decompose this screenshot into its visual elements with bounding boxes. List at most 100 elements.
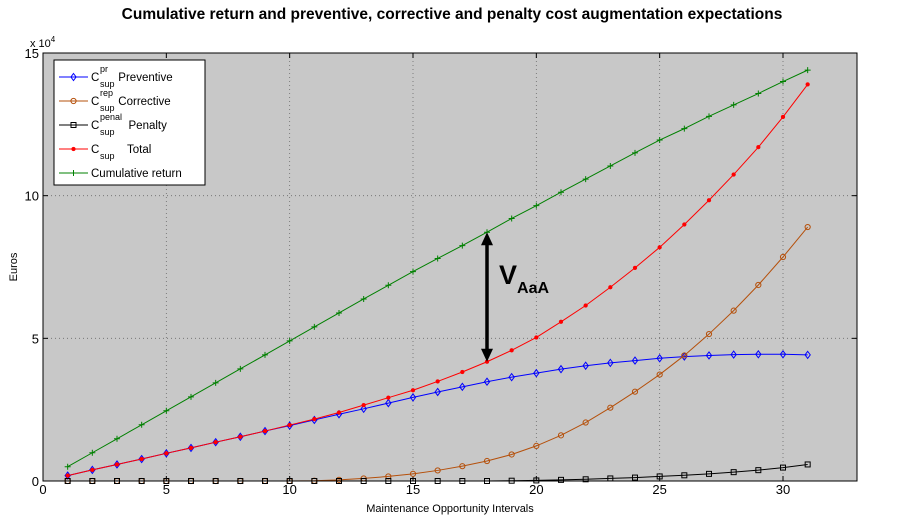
series-line-penalty	[67, 463, 808, 482]
data-point-total	[65, 473, 70, 478]
x-tick-label: 30	[776, 482, 790, 497]
legend-marker	[71, 146, 76, 152]
legend-label: Penalty	[129, 120, 168, 132]
data-point-cumulative-return	[632, 149, 638, 156]
legend-label: Total	[127, 144, 151, 156]
data-point-total	[780, 114, 786, 120]
legend-label: Corrective	[118, 96, 170, 108]
data-point-corrective	[681, 352, 688, 359]
data-point-corrective	[779, 253, 787, 261]
data-point-corrective	[434, 467, 441, 474]
data-point-preventive	[434, 387, 441, 397]
data-point-penalty	[360, 478, 367, 484]
data-point-total	[756, 145, 761, 150]
data-point-cumulative-return	[212, 379, 219, 386]
data-point-corrective	[533, 442, 540, 450]
data-point-total	[188, 445, 194, 451]
data-point-preventive	[607, 358, 614, 368]
data-point-total	[435, 379, 440, 384]
data-point-penalty	[138, 478, 145, 484]
data-point-preventive	[533, 368, 540, 378]
data-point-total	[114, 462, 120, 467]
data-point-preventive	[483, 377, 491, 387]
data-point-corrective	[459, 463, 466, 470]
data-point-penalty	[336, 478, 342, 484]
data-point-corrective	[804, 223, 811, 231]
legend-marker	[70, 72, 77, 82]
data-point-cumulative-return	[706, 113, 712, 120]
data-point-total	[238, 434, 243, 439]
data-point-total	[608, 285, 613, 290]
data-point-penalty	[311, 478, 318, 484]
y-tick-label: 15	[25, 46, 39, 61]
data-point-total	[534, 335, 539, 340]
data-point-cumulative-return	[89, 449, 96, 456]
x-tick-label: 5	[163, 482, 170, 497]
data-point-cumulative-return	[188, 393, 194, 400]
x-tick-label: 20	[529, 482, 543, 497]
legend-subscript: sup	[100, 151, 115, 161]
data-point-penalty	[286, 478, 293, 484]
legend-superscript: pr	[100, 64, 108, 74]
y-multiplier-label: x 104	[30, 35, 56, 50]
data-point-corrective	[730, 307, 737, 314]
data-point-penalty	[237, 478, 244, 484]
data-point-penalty	[89, 478, 96, 484]
x-axis-label: Maintenance Opportunity Intervals	[366, 503, 534, 515]
data-point-corrective	[705, 330, 713, 338]
data-point-penalty	[755, 467, 762, 474]
legend-superscript: rep	[100, 88, 113, 98]
annotation-label: VAaA	[499, 260, 549, 297]
data-point-total	[632, 265, 638, 271]
legend-marker	[70, 122, 77, 128]
data-point-total	[361, 402, 366, 408]
legend-superscript: penal	[100, 112, 122, 122]
annotation-main: V	[499, 260, 517, 290]
data-point-penalty	[607, 475, 614, 482]
data-point-cumulative-return	[656, 137, 663, 144]
series-penalty	[64, 461, 811, 484]
data-point-cumulative-return	[804, 67, 811, 74]
data-point-penalty	[188, 478, 194, 484]
x-tick-label: 0	[39, 482, 46, 497]
data-point-preventive	[459, 382, 466, 392]
data-point-penalty	[780, 464, 786, 471]
data-point-preventive	[409, 393, 417, 402]
y-axis-label: Euros	[8, 252, 20, 281]
data-point-cumulative-return	[385, 282, 392, 289]
series-layer	[64, 67, 811, 485]
data-point-preventive	[755, 349, 762, 359]
data-point-preventive	[681, 352, 688, 361]
data-point-preventive	[557, 364, 565, 374]
data-point-corrective	[409, 470, 417, 477]
legend-marker	[70, 170, 77, 176]
data-point-corrective	[631, 388, 639, 395]
data-point-cumulative-return	[410, 268, 416, 275]
legend-subscript: sup	[100, 103, 115, 113]
data-point-total	[287, 422, 292, 428]
data-point-penalty	[385, 478, 392, 484]
data-point-cumulative-return	[434, 255, 441, 262]
data-point-preventive	[779, 349, 787, 359]
data-point-preventive	[360, 404, 367, 414]
data-point-corrective	[483, 457, 491, 465]
data-point-penalty	[632, 474, 638, 481]
data-point-total	[805, 82, 810, 87]
data-point-penalty	[681, 472, 688, 479]
axis-ticks: 0 5 10 15 20 25 30 0 5 10 15	[25, 46, 857, 497]
data-point-total	[706, 198, 712, 203]
data-point-cumulative-return	[459, 242, 466, 249]
legend-box	[53, 59, 206, 186]
data-point-penalty	[582, 476, 589, 483]
data-point-cumulative-return	[163, 407, 170, 414]
data-point-cumulative-return	[64, 463, 71, 470]
data-point-penalty	[212, 478, 219, 484]
data-point-penalty	[459, 478, 466, 484]
series-total	[65, 82, 810, 478]
data-point-penalty	[64, 478, 71, 484]
data-point-cumulative-return	[607, 162, 614, 169]
legend-entry-cumulative-return: Cumulative return	[59, 168, 182, 180]
